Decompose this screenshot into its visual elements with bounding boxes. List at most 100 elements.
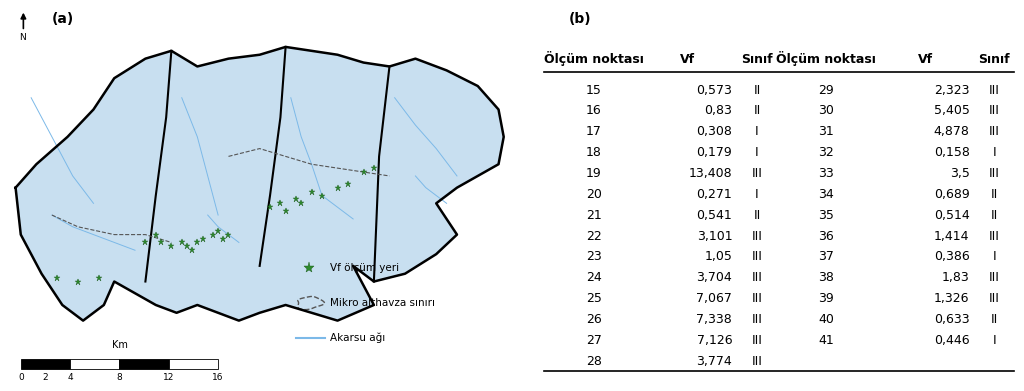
- Text: III: III: [989, 125, 999, 138]
- Text: N: N: [19, 33, 27, 42]
- Text: 13,408: 13,408: [688, 167, 732, 180]
- Text: 41: 41: [818, 334, 835, 347]
- Text: 1,83: 1,83: [942, 271, 970, 284]
- Text: Mikro althavza sınırı: Mikro althavza sınırı: [330, 298, 435, 308]
- Text: 23: 23: [586, 250, 602, 264]
- Text: 3,704: 3,704: [696, 271, 732, 284]
- Text: 22: 22: [586, 230, 602, 242]
- Text: 40: 40: [818, 313, 835, 326]
- Text: 16: 16: [212, 373, 224, 382]
- Text: II: II: [754, 84, 761, 97]
- Text: 0,386: 0,386: [934, 250, 970, 264]
- Text: 0,633: 0,633: [934, 313, 970, 326]
- Bar: [70, 359, 120, 369]
- Text: 16: 16: [586, 104, 602, 117]
- Text: 7,126: 7,126: [696, 334, 732, 347]
- Text: 8: 8: [117, 373, 122, 382]
- Text: I: I: [755, 146, 759, 159]
- Text: 4: 4: [68, 373, 73, 382]
- Text: 0,446: 0,446: [934, 334, 970, 347]
- Text: 2,323: 2,323: [934, 84, 970, 97]
- Text: Sınıf: Sınıf: [741, 54, 773, 66]
- Text: 21: 21: [586, 209, 602, 222]
- Text: (b): (b): [569, 12, 592, 26]
- Text: (a): (a): [52, 12, 74, 26]
- Text: III: III: [752, 230, 763, 242]
- Text: Km: Km: [112, 340, 127, 350]
- Text: 0,271: 0,271: [696, 188, 732, 201]
- Text: 3,774: 3,774: [696, 355, 732, 368]
- Text: 0,308: 0,308: [696, 125, 732, 138]
- Text: II: II: [754, 104, 761, 117]
- Text: 0,573: 0,573: [696, 84, 732, 97]
- Text: II: II: [990, 209, 998, 222]
- Text: 35: 35: [818, 209, 835, 222]
- Text: 7,067: 7,067: [696, 292, 732, 305]
- Text: 0,689: 0,689: [934, 188, 970, 201]
- Text: II: II: [990, 188, 998, 201]
- Text: 0: 0: [17, 373, 24, 382]
- Text: III: III: [989, 271, 999, 284]
- Text: Vf: Vf: [680, 54, 695, 66]
- Text: 29: 29: [818, 84, 835, 97]
- Text: 3,101: 3,101: [696, 230, 732, 242]
- Text: 1,05: 1,05: [705, 250, 732, 264]
- Text: 0,514: 0,514: [934, 209, 970, 222]
- Text: II: II: [990, 313, 998, 326]
- Text: 18: 18: [586, 146, 602, 159]
- Text: III: III: [989, 230, 999, 242]
- Text: III: III: [989, 292, 999, 305]
- Text: III: III: [752, 334, 763, 347]
- Text: 28: 28: [586, 355, 602, 368]
- Text: II: II: [754, 209, 761, 222]
- Text: Sınıf: Sınıf: [979, 54, 1010, 66]
- Text: 0,158: 0,158: [934, 146, 970, 159]
- Text: 12: 12: [163, 373, 174, 382]
- Text: III: III: [752, 167, 763, 180]
- Text: 31: 31: [818, 125, 835, 138]
- Text: 0,179: 0,179: [696, 146, 732, 159]
- Text: III: III: [752, 271, 763, 284]
- Text: I: I: [992, 250, 996, 264]
- Text: 32: 32: [818, 146, 835, 159]
- Text: III: III: [989, 84, 999, 97]
- Text: Vf ölçüm yeri: Vf ölçüm yeri: [330, 263, 399, 273]
- Bar: [120, 359, 169, 369]
- Text: 19: 19: [586, 167, 602, 180]
- Text: 0,541: 0,541: [696, 209, 732, 222]
- Text: 38: 38: [818, 271, 835, 284]
- Polygon shape: [15, 47, 504, 321]
- Text: 27: 27: [586, 334, 602, 347]
- Text: 1,414: 1,414: [934, 230, 970, 242]
- Text: Ölçüm noktası: Ölçüm noktası: [776, 52, 877, 66]
- Text: 37: 37: [818, 250, 835, 264]
- Bar: [20, 359, 70, 369]
- Text: Ölçüm noktası: Ölçüm noktası: [544, 52, 644, 66]
- Text: 34: 34: [818, 188, 835, 201]
- Text: III: III: [989, 104, 999, 117]
- Text: 20: 20: [586, 188, 602, 201]
- Text: 17: 17: [586, 125, 602, 138]
- Text: I: I: [755, 125, 759, 138]
- Text: III: III: [989, 167, 999, 180]
- Text: III: III: [752, 292, 763, 305]
- Text: III: III: [752, 355, 763, 368]
- Text: III: III: [752, 313, 763, 326]
- Text: 1,326: 1,326: [934, 292, 970, 305]
- Text: 5,405: 5,405: [934, 104, 970, 117]
- Text: 7,338: 7,338: [696, 313, 732, 326]
- Text: Vf: Vf: [918, 54, 933, 66]
- Text: 15: 15: [586, 84, 602, 97]
- Text: 39: 39: [818, 292, 835, 305]
- Text: 4,878: 4,878: [934, 125, 970, 138]
- Text: I: I: [992, 334, 996, 347]
- Bar: [169, 359, 218, 369]
- Text: 33: 33: [818, 167, 835, 180]
- Text: 24: 24: [586, 271, 602, 284]
- Text: 3,5: 3,5: [949, 167, 970, 180]
- Text: I: I: [755, 188, 759, 201]
- Text: 25: 25: [586, 292, 602, 305]
- Text: 26: 26: [586, 313, 602, 326]
- Text: Akarsu ağı: Akarsu ağı: [330, 333, 385, 343]
- Text: III: III: [752, 250, 763, 264]
